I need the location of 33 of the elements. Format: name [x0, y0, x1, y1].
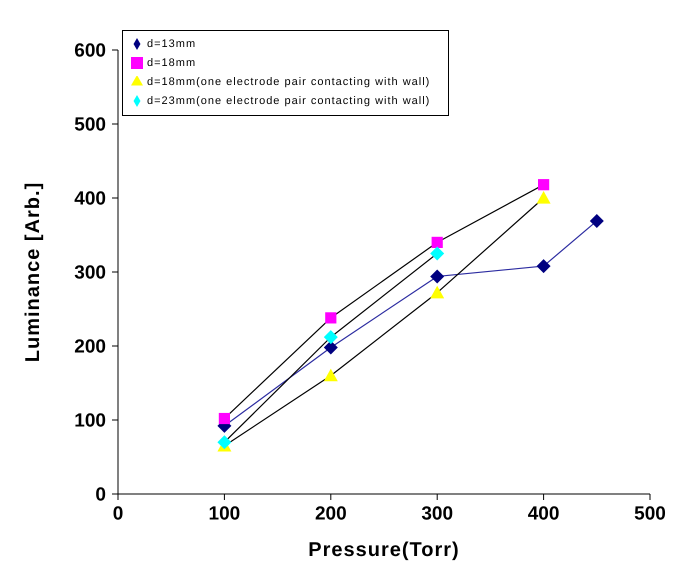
- point: [536, 191, 551, 204]
- x-tick-label: 0: [112, 503, 124, 524]
- point: [430, 286, 444, 298]
- y-tick-label: 0: [95, 484, 106, 506]
- y-axis-title: Luminance [Arb.]: [22, 182, 44, 362]
- legend-label: d=13mm: [147, 38, 196, 50]
- x-tick-label: 500: [634, 503, 666, 524]
- point: [538, 179, 550, 190]
- point: [324, 340, 338, 354]
- point: [536, 259, 551, 274]
- point: [218, 412, 230, 424]
- x-tick-label: 100: [208, 503, 240, 524]
- point: [324, 368, 338, 382]
- x-tick-label: 200: [314, 503, 347, 524]
- y-tick-label: 200: [74, 336, 106, 358]
- point: [325, 312, 336, 324]
- x-axis-title: Pressure(Torr): [308, 539, 460, 561]
- legend-label: d=18mm: [147, 57, 196, 69]
- y-tick-label: 300: [74, 262, 106, 284]
- point: [430, 269, 444, 284]
- y-tick-label: 400: [74, 188, 106, 210]
- point: [430, 246, 444, 260]
- x-tick-label: 300: [421, 503, 454, 524]
- point: [432, 236, 443, 248]
- point: [217, 435, 232, 450]
- y-tick-label: 500: [74, 114, 106, 136]
- x-tick-label: 400: [528, 503, 560, 524]
- y-tick-label: 100: [74, 410, 106, 432]
- point: [324, 330, 338, 344]
- legend-label: d=23mm(one electrode pair contacting with wall): [147, 95, 430, 107]
- y-tick-label: 600: [74, 40, 106, 62]
- legend-label: d=18mm(one electrode pair contacting with wall): [147, 76, 430, 88]
- point: [590, 214, 604, 228]
